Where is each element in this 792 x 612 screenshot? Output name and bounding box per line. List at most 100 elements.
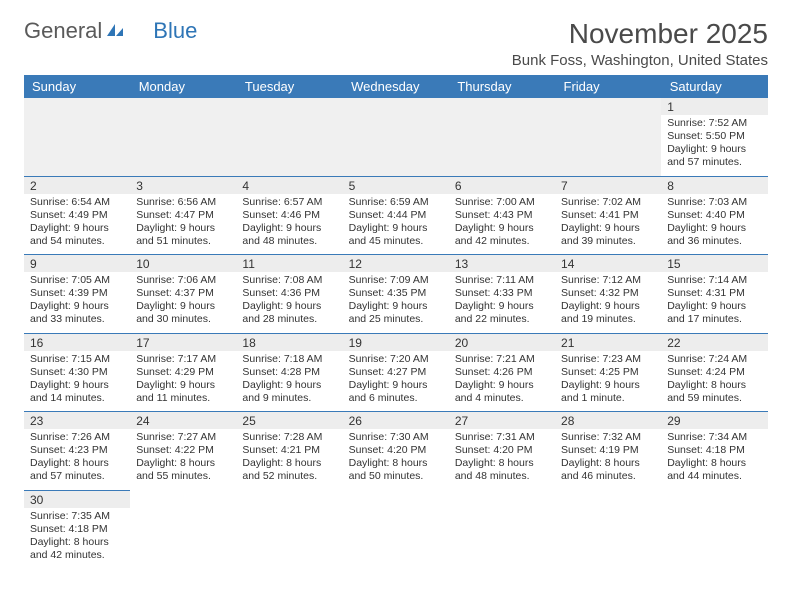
day-number: 27: [449, 412, 555, 429]
month-title: November 2025: [512, 18, 768, 50]
day-info-line: Daylight: 9 hours: [242, 222, 336, 235]
day-header: Thursday: [449, 75, 555, 98]
day-info-line: Sunset: 4:41 PM: [561, 209, 655, 222]
day-info-line: Sunrise: 7:34 AM: [667, 431, 761, 444]
day-info-line: and 57 minutes.: [667, 156, 761, 169]
day-info-line: Sunset: 4:23 PM: [30, 444, 124, 457]
day-info-line: Daylight: 9 hours: [561, 379, 655, 392]
day-info-line: Sunrise: 7:35 AM: [30, 510, 124, 523]
calendar-day-cell: [236, 98, 342, 176]
day-info-line: Sunrise: 7:08 AM: [242, 274, 336, 287]
calendar-grid: Sunday Monday Tuesday Wednesday Thursday…: [24, 75, 768, 568]
day-info-line: Daylight: 9 hours: [667, 143, 761, 156]
day-info-line: Sunset: 4:36 PM: [242, 287, 336, 300]
day-number: 3: [130, 177, 236, 194]
calendar-day-cell: 10Sunrise: 7:06 AMSunset: 4:37 PMDayligh…: [130, 255, 236, 334]
calendar-day-cell: 19Sunrise: 7:20 AMSunset: 4:27 PMDayligh…: [343, 333, 449, 412]
day-info-line: Daylight: 9 hours: [561, 300, 655, 313]
day-info-line: Sunset: 4:20 PM: [455, 444, 549, 457]
day-info-line: Sunset: 4:24 PM: [667, 366, 761, 379]
day-info-line: Sunset: 4:18 PM: [30, 523, 124, 536]
day-info-line: Sunset: 4:27 PM: [349, 366, 443, 379]
day-info-line: and 36 minutes.: [667, 235, 761, 248]
calendar-day-cell: [236, 490, 342, 568]
calendar-week-row: 23Sunrise: 7:26 AMSunset: 4:23 PMDayligh…: [24, 412, 768, 491]
day-info-line: Sunrise: 7:32 AM: [561, 431, 655, 444]
day-info-line: and 57 minutes.: [30, 470, 124, 483]
day-info-line: Daylight: 8 hours: [30, 536, 124, 549]
day-info-line: Sunrise: 7:20 AM: [349, 353, 443, 366]
day-info-line: and 11 minutes.: [136, 392, 230, 405]
day-info-line: Daylight: 8 hours: [30, 457, 124, 470]
day-info-line: and 28 minutes.: [242, 313, 336, 326]
day-header: Saturday: [661, 75, 767, 98]
day-number: 8: [661, 177, 767, 194]
calendar-day-cell: 20Sunrise: 7:21 AMSunset: 4:26 PMDayligh…: [449, 333, 555, 412]
day-info-line: Daylight: 9 hours: [136, 222, 230, 235]
day-number: 13: [449, 255, 555, 272]
day-number: 12: [343, 255, 449, 272]
calendar-day-cell: 14 Sunrise: 7:12 AMSunset: 4:32 PMDayligh…: [555, 255, 661, 334]
calendar-day-cell: 12Sunrise: 7:09 AMSunset: 4:35 PMDayligh…: [343, 255, 449, 334]
day-number: 11: [236, 255, 342, 272]
day-info-line: and 46 minutes.: [561, 470, 655, 483]
day-number: 26: [343, 412, 449, 429]
calendar-day-cell: 18Sunrise: 7:18 AMSunset: 4:28 PMDayligh…: [236, 333, 342, 412]
day-number: 29: [661, 412, 767, 429]
day-number: 1: [661, 98, 767, 115]
calendar-day-cell: 17Sunrise: 7:17 AMSunset: 4:29 PMDayligh…: [130, 333, 236, 412]
day-info-line: Sunset: 4:47 PM: [136, 209, 230, 222]
day-info-line: and 4 minutes.: [455, 392, 549, 405]
calendar-day-cell: 9Sunrise: 7:05 AMSunset: 4:39 PMDaylight…: [24, 255, 130, 334]
calendar-page: General Blue November 2025 Bunk Foss, Wa…: [0, 0, 792, 586]
day-number: 22: [661, 334, 767, 351]
calendar-day-cell: [343, 490, 449, 568]
day-info-line: and 39 minutes.: [561, 235, 655, 248]
day-info-line: Daylight: 9 hours: [667, 222, 761, 235]
day-info-line: Sunset: 4:46 PM: [242, 209, 336, 222]
day-info-line: Sunrise: 6:59 AM: [349, 196, 443, 209]
calendar-week-row: 16Sunrise: 7:15 AMSunset: 4:30 PMDayligh…: [24, 333, 768, 412]
calendar-day-cell: 11Sunrise: 7:08 AMSunset: 4:36 PMDayligh…: [236, 255, 342, 334]
calendar-week-row: 9Sunrise: 7:05 AMSunset: 4:39 PMDaylight…: [24, 255, 768, 334]
day-info-line: Sunrise: 7:24 AM: [667, 353, 761, 366]
day-header-row: Sunday Monday Tuesday Wednesday Thursday…: [24, 75, 768, 98]
day-number: 14: [555, 255, 661, 272]
day-number: 6: [449, 177, 555, 194]
day-info-line: Sunrise: 6:57 AM: [242, 196, 336, 209]
day-info-line: Sunrise: 7:00 AM: [455, 196, 549, 209]
day-info-line: and 22 minutes.: [455, 313, 549, 326]
day-info-line: Daylight: 9 hours: [136, 379, 230, 392]
day-info-line: Sunrise: 7:23 AM: [561, 353, 655, 366]
day-info-line: Sunrise: 7:27 AM: [136, 431, 230, 444]
logo: General Blue: [24, 18, 197, 44]
calendar-day-cell: [449, 98, 555, 176]
calendar-week-row: 1Sunrise: 7:52 AMSunset: 5:50 PMDaylight…: [24, 98, 768, 176]
day-info-line: Daylight: 9 hours: [349, 379, 443, 392]
day-info-line: Daylight: 8 hours: [667, 379, 761, 392]
calendar-day-cell: 23Sunrise: 7:26 AMSunset: 4:23 PMDayligh…: [24, 412, 130, 491]
day-info-line: Sunrise: 7:21 AM: [455, 353, 549, 366]
day-number: 17: [130, 334, 236, 351]
day-info-line: Daylight: 9 hours: [455, 379, 549, 392]
day-header: Monday: [130, 75, 236, 98]
day-info-line: and 42 minutes.: [30, 549, 124, 562]
day-number: 24: [130, 412, 236, 429]
calendar-day-cell: 22 Sunrise: 7:24 AMSunset: 4:24 PMDayligh…: [661, 333, 767, 412]
day-number: 20: [449, 334, 555, 351]
day-header: Tuesday: [236, 75, 342, 98]
day-info-line: Sunset: 4:29 PM: [136, 366, 230, 379]
day-info-line: Sunrise: 7:12 AM: [561, 274, 655, 287]
day-number: 16: [24, 334, 130, 351]
day-info-line: Sunset: 4:35 PM: [349, 287, 443, 300]
calendar-day-cell: [130, 490, 236, 568]
calendar-day-cell: 15Sunrise: 7:14 AMSunset: 4:31 PMDayligh…: [661, 255, 767, 334]
day-info-line: Sunset: 4:32 PM: [561, 287, 655, 300]
day-info-line: and 30 minutes.: [136, 313, 230, 326]
calendar-day-cell: 21Sunrise: 7:23 AMSunset: 4:25 PMDayligh…: [555, 333, 661, 412]
day-info-line: and 33 minutes.: [30, 313, 124, 326]
calendar-day-cell: 5Sunrise: 6:59 AMSunset: 4:44 PMDaylight…: [343, 176, 449, 255]
day-info-line: Daylight: 8 hours: [349, 457, 443, 470]
day-info-line: and 19 minutes.: [561, 313, 655, 326]
day-info-line: Daylight: 8 hours: [667, 457, 761, 470]
